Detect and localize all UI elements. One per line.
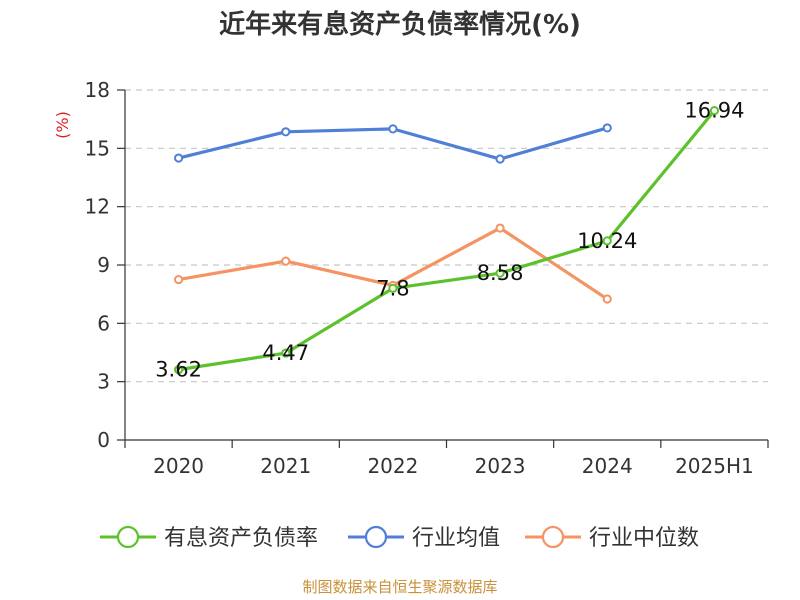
y-tick-label: 3 [97,370,110,394]
data-point [281,256,291,266]
data-label: 3.62 [155,358,202,382]
data-point [495,223,505,233]
y-axis-unit: (%) [53,111,72,139]
y-tick-label: 15 [85,136,110,160]
legend-marker-point [364,525,388,549]
data-point [495,154,505,164]
x-tick-label: 2023 [475,454,526,478]
data-label: 7.8 [376,276,409,300]
legend-marker-point [116,525,140,549]
series-line [176,109,717,372]
x-tick-label: 2021 [260,454,311,478]
data-point [173,365,184,375]
data-point [602,123,612,133]
legend-marker-point [541,525,565,549]
data-point [388,283,398,293]
data-labels: 3.62 4.47 7.8 8.58 10.24 16.94 [155,99,744,382]
y-tick-label: 6 [97,311,110,335]
chart-title: 近年来有息资产负债率情况(%) [219,9,581,40]
x-tick-label: 2020 [153,454,204,478]
data-point [173,153,184,163]
data-point [173,274,184,285]
y-tick-label: 9 [97,253,110,277]
legend-label: 行业均值 [412,526,500,551]
data-point [388,124,398,134]
data-point [602,236,612,246]
x-tick-label: 2025H1 [675,454,754,478]
data-point [281,348,291,358]
data-label: 4.47 [262,341,309,365]
legend-label: 有息资产负债率 [164,526,318,551]
y-tick-label: 12 [85,195,110,219]
legend-label: 行业中位数 [589,526,699,551]
series-layer [173,106,720,375]
gridlines [125,89,768,383]
data-label: 16.94 [684,99,744,123]
x-tick-label: 2022 [367,454,418,478]
source-note: 制图数据来自恒生聚源数据库 [302,578,497,596]
x-tick-label: 2024 [582,454,633,478]
y-tick-label: 18 [85,78,110,102]
data-point [281,127,291,137]
legend: 有息资产负债率 行业均值 行业中位数 [100,525,699,551]
y-tick-label: 0 [97,428,110,452]
data-label: 10.24 [577,229,637,253]
data-point [602,294,612,304]
data-point [709,106,720,116]
axes: 0 3 6 9 12 15 18 2020 2021 2022 2023 2024 2025H1 [85,78,769,478]
data-label: 8.58 [477,261,524,285]
data-point [495,268,505,278]
